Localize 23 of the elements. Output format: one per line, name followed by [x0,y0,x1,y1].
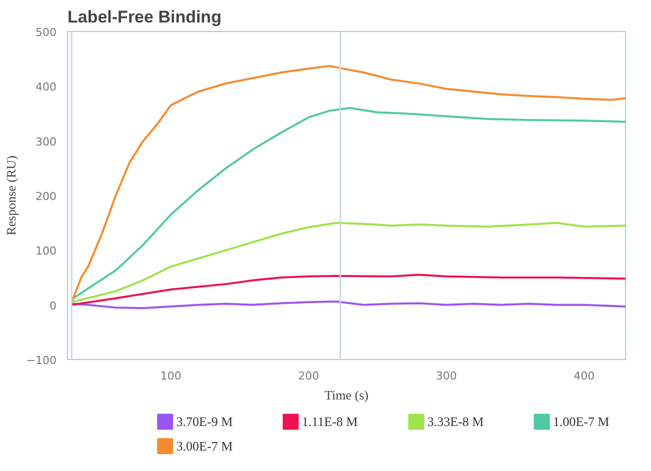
y-tick-label: 100 [36,244,57,258]
x-tick-label: 200 [298,370,320,382]
legend-label: 3.33E-8 M [427,414,484,430]
y-tick-label: 500 [36,26,57,39]
legend-label: 1.00E-7 M [552,414,610,430]
legend-label: 3.00E-7 M [176,438,234,454]
y-tick-label: 0 [50,299,56,312]
y-tick-label: 400 [36,80,57,94]
y-tick-label: 300 [36,135,57,148]
legend-label: 1.11E-8 M [302,414,358,430]
legend-label: 3.70E-9 M [176,414,234,430]
chart-title: Label-Free Binding [68,8,222,26]
y-tick-label: 200 [36,190,57,203]
line-series [70,222,626,304]
line-series [70,300,626,310]
y-tick-label: −100 [26,354,57,367]
y-axis-title: Response (RU) [3,156,18,236]
x-tick-label: 100 [160,370,182,382]
x-tick-label: 300 [436,370,457,382]
line-series [70,274,626,306]
x-tick-label: 400 [574,370,595,382]
x-axis-title: Time (s) [324,388,368,402]
line-series [70,64,626,304]
